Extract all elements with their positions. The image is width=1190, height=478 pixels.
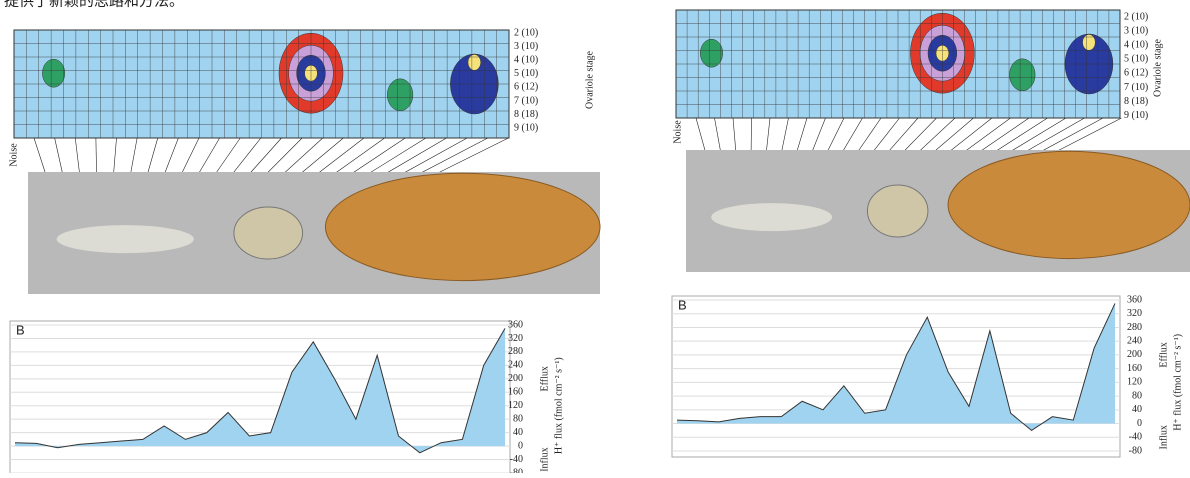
stage-label: 2 (10) (1124, 11, 1148, 22)
stage-label: 5 (10) (1124, 54, 1148, 65)
y-tick-label: 40 (1132, 404, 1142, 415)
stage-label: 9 (10) (514, 122, 538, 133)
y-tick-label: -80 (510, 467, 523, 473)
stage-label: 3 (10) (1124, 25, 1148, 36)
efflux-label: Efflux (1158, 342, 1169, 367)
y-tick-label: 280 (508, 346, 523, 357)
chart-frame (672, 296, 1120, 457)
figure: 提供了新颖的思路和方法。 2 (10) 3 (10) 4 (10) 5 (10) 6 (… (0, 0, 1190, 473)
ovariole-tip (711, 203, 832, 231)
y-axis-label: H⁺ flux (fmol cm⁻² s⁻¹) (553, 357, 564, 454)
stage-label: 8 (18) (1124, 96, 1148, 107)
y-tick-label: 40 (513, 427, 523, 438)
stage-label: 3 (10) (514, 41, 538, 52)
stage-label: 5 (10) (514, 68, 538, 79)
y-tick-label: 80 (1132, 390, 1142, 401)
panel-label: B (678, 297, 687, 312)
heat-region (42, 59, 64, 87)
y-tick-label: 280 (1127, 322, 1142, 333)
stage-label: 4 (10) (514, 54, 538, 65)
ovariole-tip (57, 225, 194, 253)
y-tick-label: 240 (508, 360, 523, 371)
influx-label: Influx (539, 447, 550, 471)
stage-label: 7 (10) (1124, 82, 1148, 93)
y-tick-label: 80 (513, 413, 523, 424)
stage-label: 6 (12) (514, 82, 538, 93)
y-tick-label: 200 (1127, 349, 1142, 360)
y-tick-label: 120 (1127, 377, 1142, 388)
y-tick-label: 160 (508, 387, 523, 398)
stage-label: 9 (10) (1124, 110, 1148, 121)
y-tick-label: 240 (1127, 335, 1142, 346)
chart-frame (10, 321, 510, 473)
efflux-label: Efflux (539, 366, 550, 391)
y-tick-label: -40 (510, 454, 523, 465)
oocyte (325, 173, 600, 280)
y-tick-label: 160 (1127, 363, 1142, 374)
influx-label: Influx (1158, 425, 1169, 449)
noise-label: Noise (8, 143, 19, 167)
y-tick-label: 120 (508, 400, 523, 411)
panel-label: B (16, 322, 25, 337)
stage-label: 8 (18) (514, 109, 538, 120)
y-tick-label: -80 (1129, 445, 1142, 456)
y-tick-label: 360 (508, 319, 523, 330)
stage-axis-label: Ovariole stage (584, 50, 595, 109)
y-tick-label: 320 (508, 333, 523, 344)
y-tick-label: 360 (1127, 294, 1142, 305)
stage-label: 4 (10) (1124, 39, 1148, 50)
y-tick-label: -40 (1129, 432, 1142, 443)
egg-chamber (867, 185, 927, 237)
y-tick-label: 0 (518, 440, 523, 451)
noise-label: Noise (672, 120, 683, 144)
stage-label: 6 (12) (1124, 68, 1148, 79)
stage-axis-label: Ovariole stage (1152, 38, 1163, 97)
y-tick-label: 320 (1127, 308, 1142, 319)
heat-region (700, 39, 722, 67)
stage-label: 2 (10) (514, 27, 538, 38)
header-text: 提供了新颖的思路和方法。 (4, 0, 184, 9)
stage-label: 7 (10) (514, 95, 538, 106)
oocyte (948, 151, 1190, 258)
y-tick-label: 200 (508, 373, 523, 384)
y-tick-label: 0 (1137, 418, 1142, 429)
heat-region (387, 79, 413, 111)
y-axis-label: H⁺ flux (fmol cm⁻² s⁻¹) (1172, 334, 1183, 431)
egg-chamber (234, 207, 303, 259)
